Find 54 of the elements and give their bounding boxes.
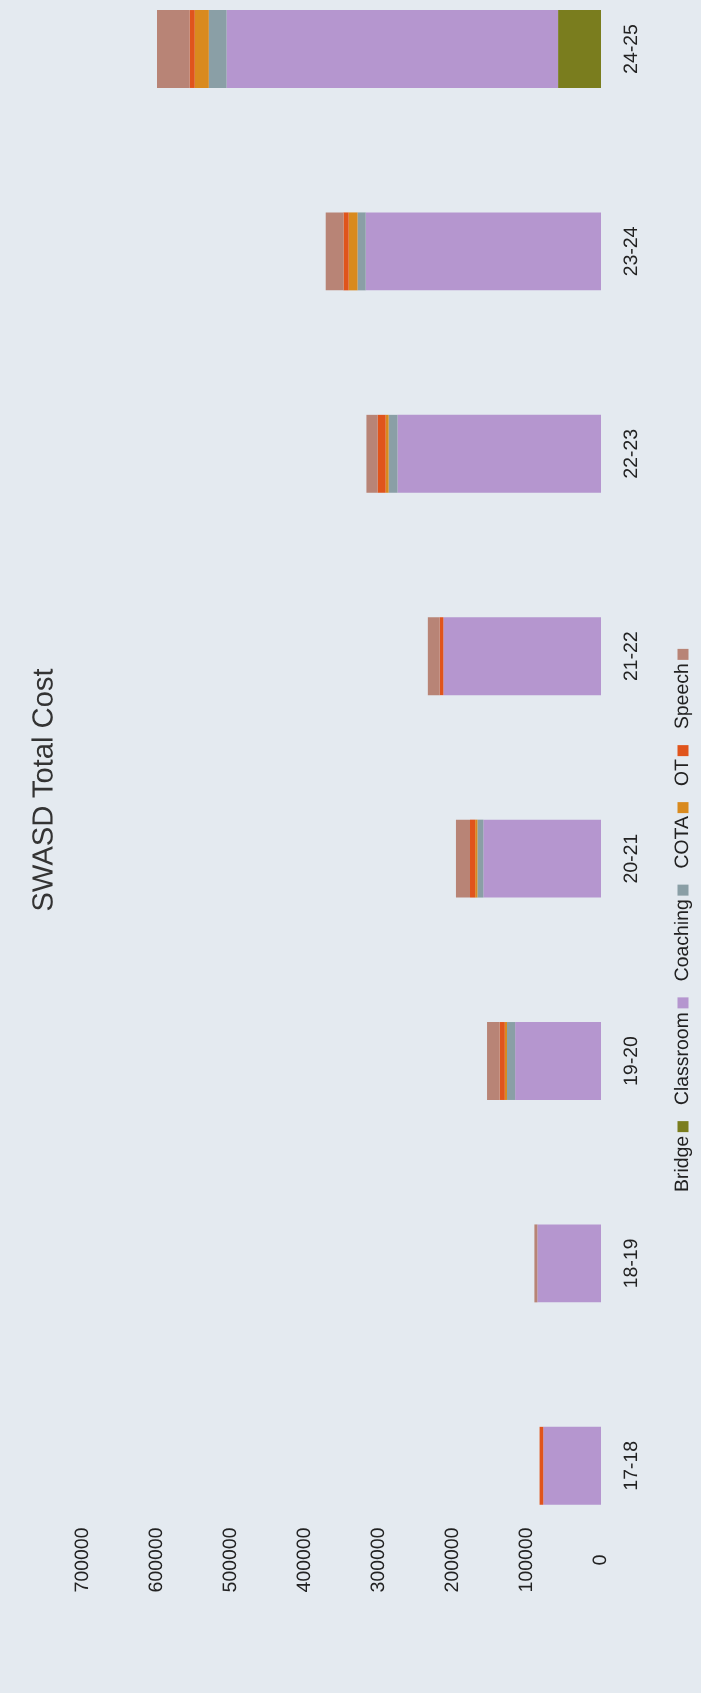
legend-label: OT — [674, 759, 689, 786]
bar — [537, 1224, 601, 1303]
bar — [226, 10, 559, 88]
y-tick-label: 24-25 — [623, 24, 638, 73]
x-tick-label: 200000 — [444, 1528, 459, 1592]
y-tick-label: 23-24 — [623, 227, 638, 276]
x-tick-label: 600000 — [148, 1528, 163, 1592]
legend-label: Coaching — [673, 900, 693, 981]
bar — [397, 414, 601, 493]
legend-label: COTA — [674, 816, 689, 868]
bar — [385, 414, 389, 493]
bar — [477, 819, 484, 898]
x-tick-label: 100000 — [518, 1528, 533, 1591]
bar — [470, 819, 476, 898]
bar — [507, 1022, 516, 1100]
y-tick-label: 20-21 — [623, 834, 638, 883]
legend-label: Speech — [673, 664, 693, 729]
bar — [443, 617, 601, 696]
bar — [366, 414, 378, 493]
bar — [515, 1022, 601, 1100]
y-tick-label: 22-23 — [623, 429, 638, 478]
legend-label: Classroom — [673, 1013, 689, 1105]
y-tick-label: 17-18 — [623, 1441, 638, 1490]
bar — [348, 212, 358, 291]
bar — [475, 819, 478, 898]
bar — [558, 10, 601, 88]
bar — [455, 819, 471, 898]
bar — [534, 1224, 538, 1303]
bar — [357, 212, 366, 291]
x-tick-label: 500000 — [222, 1528, 237, 1592]
bar — [388, 414, 398, 493]
bar — [504, 1022, 508, 1100]
bar — [325, 212, 344, 291]
bar — [377, 414, 386, 493]
x-tick-label: 300000 — [370, 1528, 385, 1592]
y-tick-label: 21-22 — [623, 632, 638, 681]
bar — [194, 10, 209, 88]
text: SWASD Total Cost — [31, 668, 53, 911]
bar — [189, 10, 195, 88]
y-tick-label: 19-20 — [623, 1036, 638, 1085]
x-tick-label: 400000 — [296, 1528, 311, 1592]
y-tick-label: 18-19 — [623, 1239, 638, 1287]
bar — [365, 212, 601, 291]
x-tick-label: 700000 — [74, 1528, 89, 1592]
bar — [427, 617, 440, 696]
bar — [487, 1022, 500, 1100]
bar — [208, 10, 227, 88]
bar — [483, 819, 601, 898]
bar — [543, 1426, 601, 1505]
bar — [157, 10, 190, 88]
legend-label: Bridge — [673, 1136, 693, 1191]
bar — [343, 212, 349, 291]
x-tick-label: 0 — [592, 1555, 607, 1565]
bar — [499, 1022, 505, 1100]
